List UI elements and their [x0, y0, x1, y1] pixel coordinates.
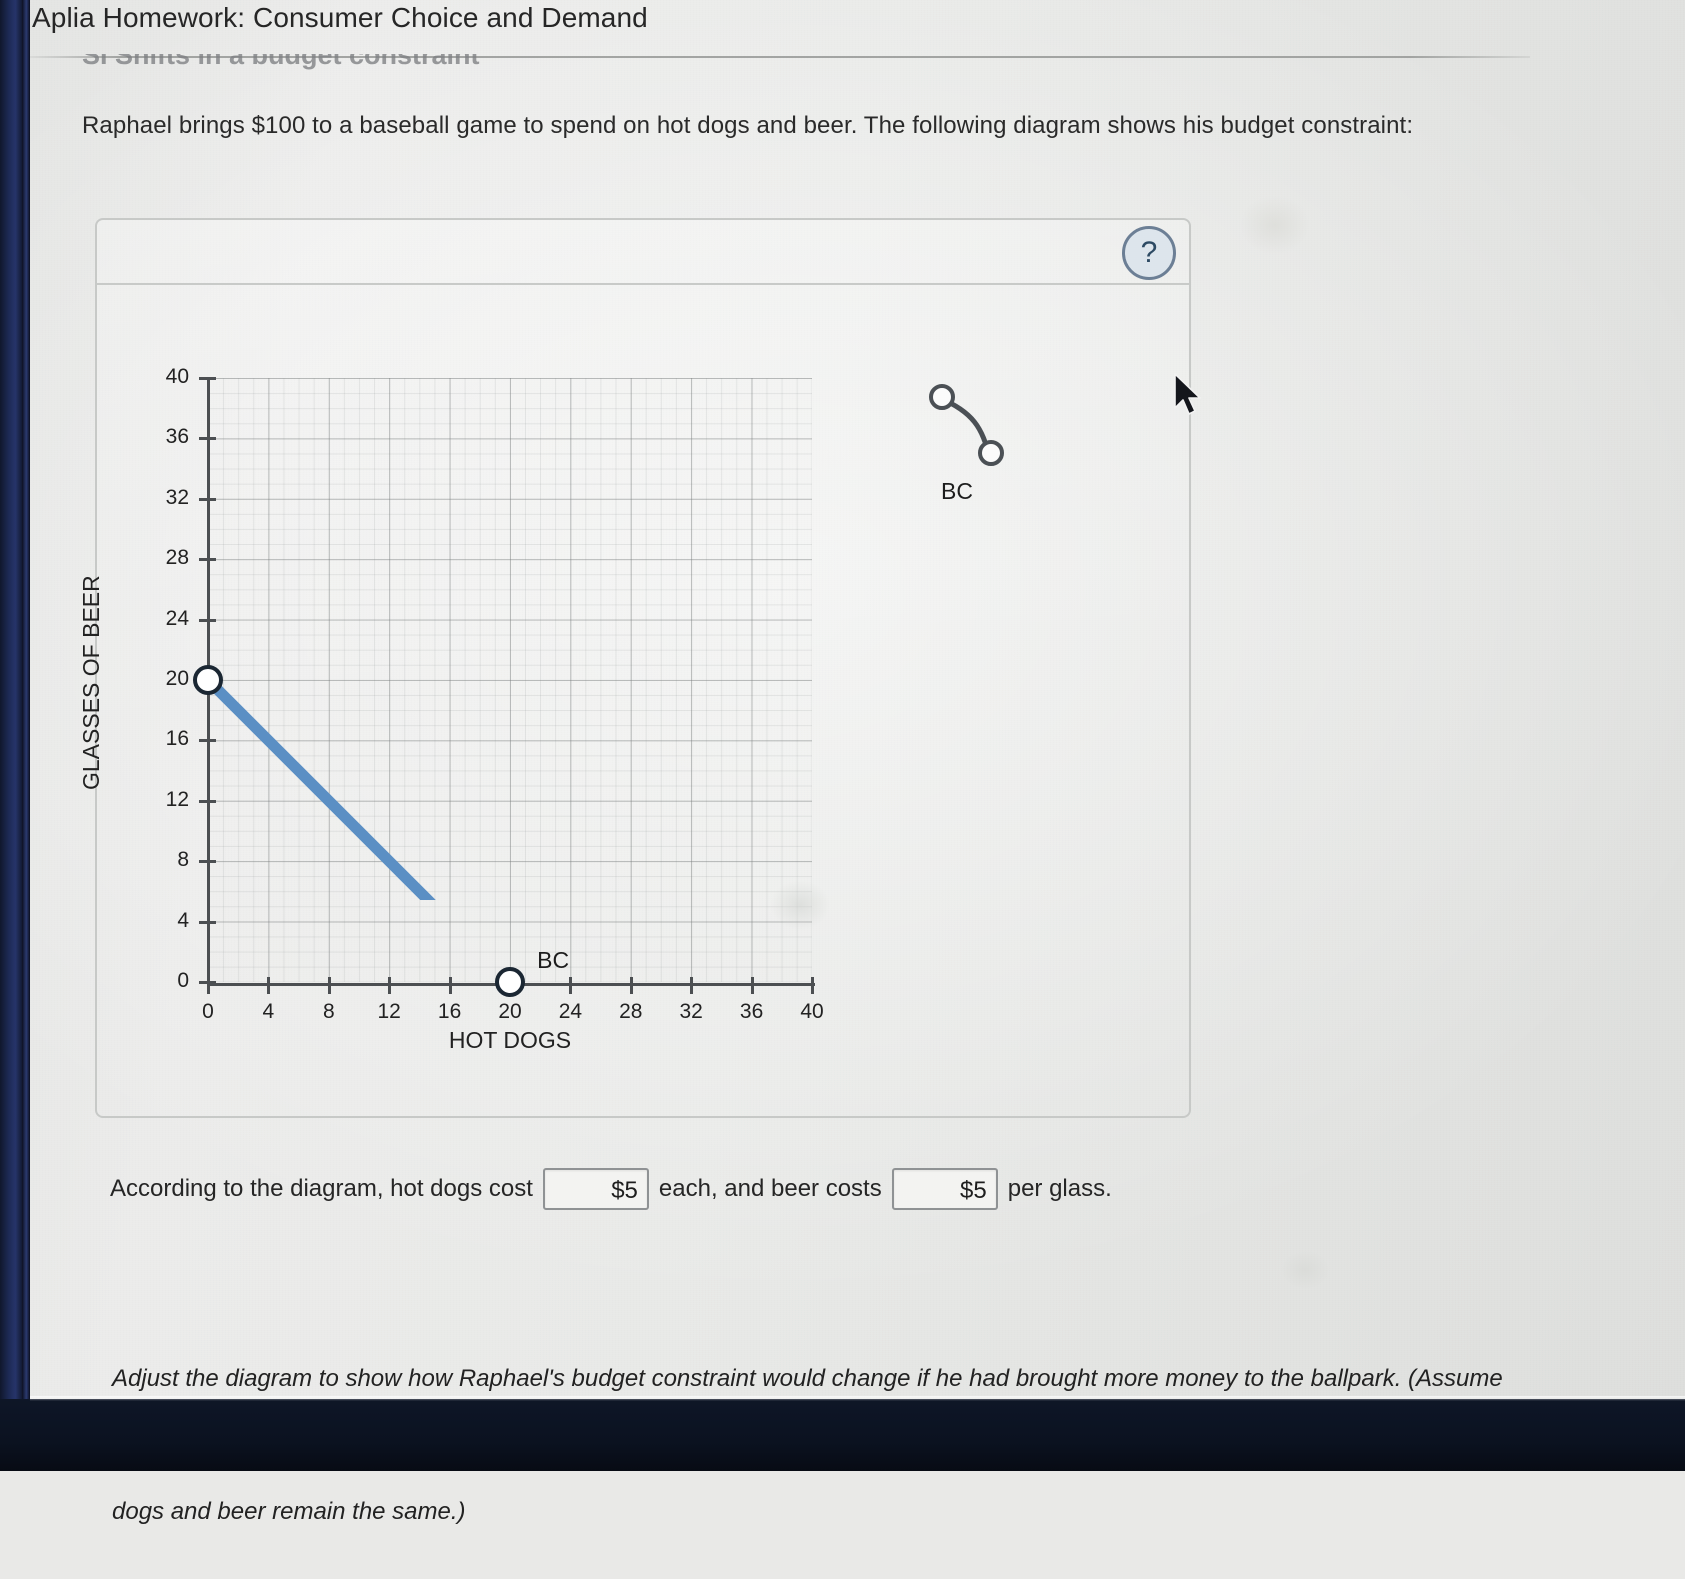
x-tick-label: 12 — [377, 1000, 401, 1023]
y-tick-label: 36 — [165, 425, 189, 449]
y-tick — [199, 860, 216, 864]
x-tick-label: 24 — [558, 1000, 583, 1023]
page-title: Aplia Homework: Consumer Choice and Dema… — [32, 2, 648, 33]
question-prompt: Raphael brings $100 to a baseball game t… — [82, 112, 1414, 139]
y-tick — [199, 377, 216, 380]
answer-sentence: According to the diagram, hot dogs cost … — [110, 1168, 1112, 1210]
legend-tool-handle-start[interactable] — [929, 384, 955, 410]
app-left-chrome-strip-inner — [22, 0, 30, 1471]
legend-tool-handle-end[interactable] — [978, 440, 1004, 466]
y-tick-label: 28 — [165, 546, 189, 570]
app-left-chrome-strip — [0, 0, 22, 1471]
x-tick-label: 16 — [437, 1000, 462, 1023]
x-tick-label: 20 — [498, 1000, 522, 1023]
clipped-section-heading: SI Shifts in a budget constraint — [82, 40, 480, 70]
y-tick-label: 24 — [165, 606, 189, 630]
plot-gridlines — [208, 378, 812, 982]
x-tick-label: 4 — [262, 1000, 275, 1023]
plot-area[interactable] — [208, 378, 812, 982]
y-tick — [199, 799, 216, 803]
x-tick — [207, 977, 210, 994]
widget-header-divider — [97, 283, 1189, 285]
y-tick — [199, 920, 216, 924]
answer-tail-text: per glass. — [1007, 1175, 1112, 1202]
y-tick — [199, 739, 216, 743]
x-tick-label: 36 — [739, 1000, 764, 1023]
instruction-line-2: dogs and beer remain the same.) — [112, 1497, 466, 1525]
x-tick-label: 8 — [322, 1000, 335, 1023]
answer-mid-text: each, and beer costs — [658, 1175, 882, 1202]
y-tick-label: 40 — [165, 365, 189, 388]
hot-dog-price-input[interactable]: $5 — [542, 1168, 649, 1210]
x-tick — [267, 977, 271, 994]
header-divider — [30, 56, 1530, 58]
y-tick-label: 0 — [177, 969, 189, 992]
y-tick-label: 32 — [165, 485, 189, 509]
x-tick — [629, 977, 633, 994]
x-tick — [750, 977, 754, 994]
x-tick-label: 28 — [619, 1000, 643, 1023]
x-tick-label: 40 — [800, 1000, 824, 1023]
y-tick-label: 4 — [177, 908, 189, 932]
x-tick — [569, 977, 573, 994]
page-bottom-edge-highlight — [30, 1396, 1685, 1401]
x-tick — [811, 977, 814, 994]
budget-line-handle-horizontal-intercept[interactable] — [495, 967, 525, 997]
y-tick — [199, 497, 216, 501]
y-axis-title: GLASSES OF BEER — [78, 575, 104, 790]
x-tick — [327, 977, 331, 994]
y-tick-label: 12 — [165, 787, 189, 811]
mouse-cursor-icon — [1174, 373, 1201, 415]
x-tick — [690, 977, 694, 994]
budget-line-handle-vertical-intercept[interactable] — [193, 665, 223, 695]
legend-label: BC — [941, 478, 973, 504]
y-tick-label: 16 — [165, 727, 189, 751]
help-icon[interactable]: ? — [1122, 226, 1176, 280]
y-tick-label: 8 — [177, 848, 189, 872]
instruction-line-1: Adjust the diagram to show how Raphael's… — [112, 1364, 1503, 1392]
y-tick — [199, 437, 216, 441]
y-tick-label: 20 — [165, 667, 189, 690]
budget-line-label: BC — [537, 946, 570, 973]
answer-lead-text: According to the diagram, hot dogs cost — [110, 1175, 533, 1202]
graph-widget-panel — [95, 218, 1191, 1118]
app-bottom-chrome-bar — [0, 1399, 1685, 1471]
x-tick — [448, 977, 452, 994]
y-tick — [199, 558, 216, 562]
x-tick-label: 32 — [679, 1000, 703, 1023]
x-tick — [388, 977, 392, 994]
beer-price-input[interactable]: $5 — [891, 1168, 998, 1210]
x-tick-label: 0 — [202, 1000, 214, 1023]
x-axis-title: HOT DOGS — [448, 1027, 572, 1053]
y-tick — [199, 618, 216, 622]
